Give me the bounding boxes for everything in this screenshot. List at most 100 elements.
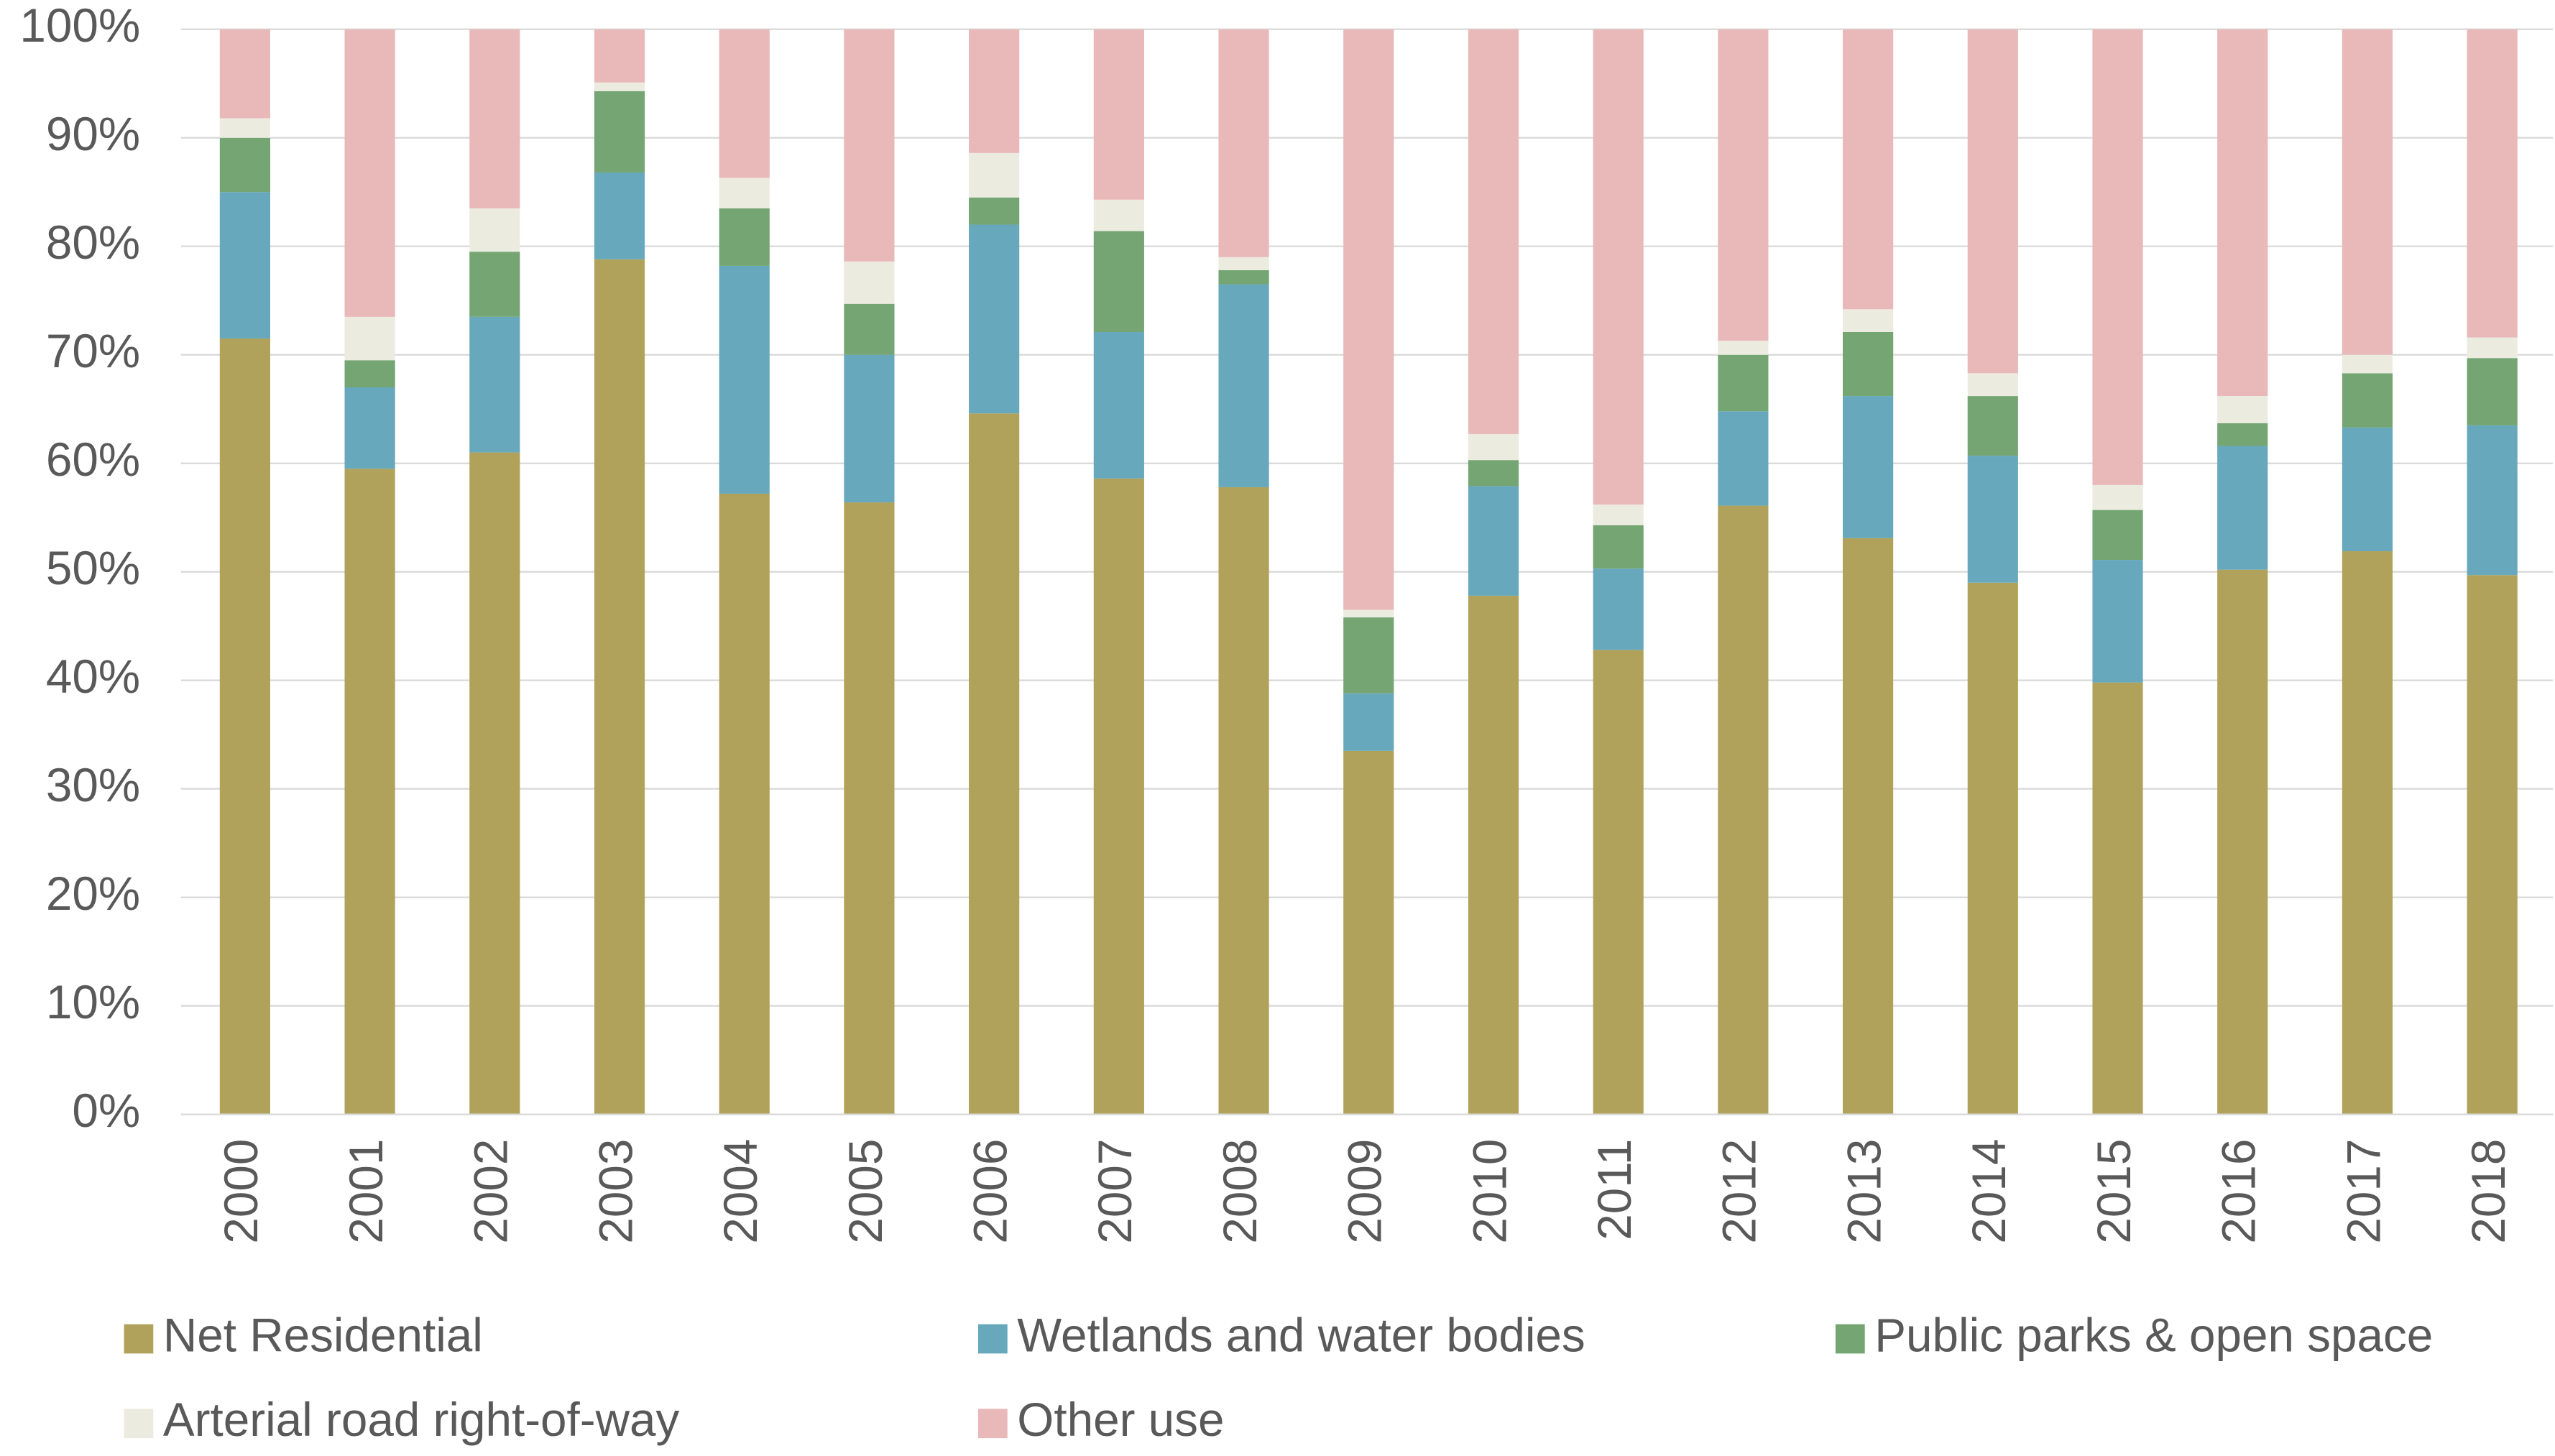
bar-segment [2092, 510, 2143, 561]
bar-segment [1843, 309, 1894, 333]
bar-segment [1718, 411, 1769, 506]
x-tick-label: 2003 [589, 1139, 642, 1244]
bar-segment [1343, 750, 1394, 1115]
bar-segment [1218, 269, 1269, 285]
bar-segment [2217, 29, 2268, 397]
bar-segment [469, 316, 520, 453]
legend-swatch [977, 1409, 1008, 1439]
x-tick-label: 2006 [964, 1139, 1016, 1244]
x-tick-label: 2018 [2462, 1139, 2515, 1244]
bar-segment [1967, 396, 2018, 456]
bar-segment [2217, 446, 2268, 570]
bar-segment [2342, 29, 2393, 355]
bar-segment [1593, 525, 1644, 569]
bar-segment [719, 178, 770, 208]
bar-segment [1468, 433, 1519, 461]
bar-segment [344, 360, 395, 388]
bar-segment [1967, 29, 2018, 374]
bar-segment [219, 338, 270, 1115]
bar-segment [2217, 423, 2268, 446]
bar-segment [1718, 29, 1769, 341]
bar-segment [344, 316, 395, 361]
bar-segment [1593, 29, 1644, 505]
bar-segment [2342, 354, 2393, 374]
bar-segment [1343, 617, 1394, 694]
bar-segment [1593, 568, 1644, 650]
bar-segment [469, 252, 520, 317]
x-tick-label: 2013 [1838, 1139, 1890, 1244]
bar-segment [344, 469, 395, 1115]
bar-segment [719, 29, 770, 178]
legend-label: Wetlands and water bodies [1017, 1309, 1585, 1361]
bar-segment [2217, 396, 2268, 423]
bar-segment [1843, 29, 1894, 310]
bar-segment [594, 259, 645, 1115]
legend-swatch [124, 1409, 154, 1439]
bar-segment [594, 29, 645, 83]
bar-segment [1093, 231, 1144, 333]
y-tick-label: 0% [72, 1084, 140, 1137]
bar-segment [844, 303, 895, 355]
bar-segment [1843, 538, 1894, 1115]
bar-segment [1843, 396, 1894, 538]
bar-segment [844, 502, 895, 1115]
x-tick-label: 2016 [2213, 1139, 2265, 1244]
bar-segment [1093, 478, 1144, 1115]
x-tick-label: 2004 [714, 1139, 767, 1244]
bar-segment [469, 29, 520, 208]
x-tick-label: 2014 [1963, 1139, 2015, 1244]
bar-segment [594, 82, 645, 91]
bar-segment [2467, 575, 2518, 1115]
y-tick-label: 60% [46, 433, 140, 486]
bar-segment [719, 265, 770, 494]
x-tick-label: 2012 [1713, 1139, 1766, 1244]
x-tick-label: 2001 [340, 1139, 392, 1244]
y-tick-label: 100% [19, 0, 140, 52]
legend-swatch [1835, 1324, 1865, 1354]
bar-segment [969, 197, 1020, 225]
bar-segment [2092, 682, 2143, 1115]
x-tick-label: 2002 [465, 1139, 517, 1244]
x-tick-label: 2017 [2337, 1139, 2390, 1244]
bar-segment [2092, 484, 2143, 510]
bar-segment [2092, 560, 2143, 683]
bar-segment [1093, 199, 1144, 231]
y-tick-label: 70% [46, 325, 140, 377]
bar-segment [2467, 337, 2518, 359]
bar-segment [1967, 373, 2018, 397]
legend-label: Net Residential [163, 1309, 483, 1361]
bar-segment [1718, 354, 1769, 412]
y-tick-label: 50% [46, 542, 140, 594]
bar-segment [2092, 29, 2143, 485]
x-tick-label: 2011 [1588, 1139, 1641, 1240]
x-tick-label: 2009 [1339, 1139, 1391, 1244]
bar-segment [1468, 29, 1519, 434]
bar-segment [1967, 456, 2018, 583]
bar-segment [1343, 693, 1394, 751]
bar-segment [1468, 460, 1519, 487]
bar-segment [844, 29, 895, 262]
bar-segment [219, 29, 270, 119]
bar-segment [594, 172, 645, 259]
bar-segment [719, 208, 770, 266]
bar-segment [1093, 332, 1144, 479]
legend-swatch [124, 1324, 154, 1354]
bar-segment [1218, 29, 1269, 257]
x-tick-label: 2007 [1089, 1139, 1141, 1244]
y-tick-label: 90% [46, 108, 140, 160]
bar-segment [1843, 332, 1894, 397]
bar-segment [969, 413, 1020, 1115]
bar-segment [1718, 505, 1769, 1115]
bar-segment [969, 224, 1020, 414]
bar-segment [1093, 29, 1144, 200]
bar-segment [1218, 487, 1269, 1115]
bar-segment [1343, 29, 1394, 610]
x-tick-label: 2015 [2088, 1139, 2140, 1244]
bar-segment [1967, 582, 2018, 1115]
bar-segment [219, 118, 270, 138]
bar-segment [1593, 650, 1644, 1115]
y-tick-label: 20% [46, 867, 140, 920]
bar-segment [2467, 425, 2518, 576]
